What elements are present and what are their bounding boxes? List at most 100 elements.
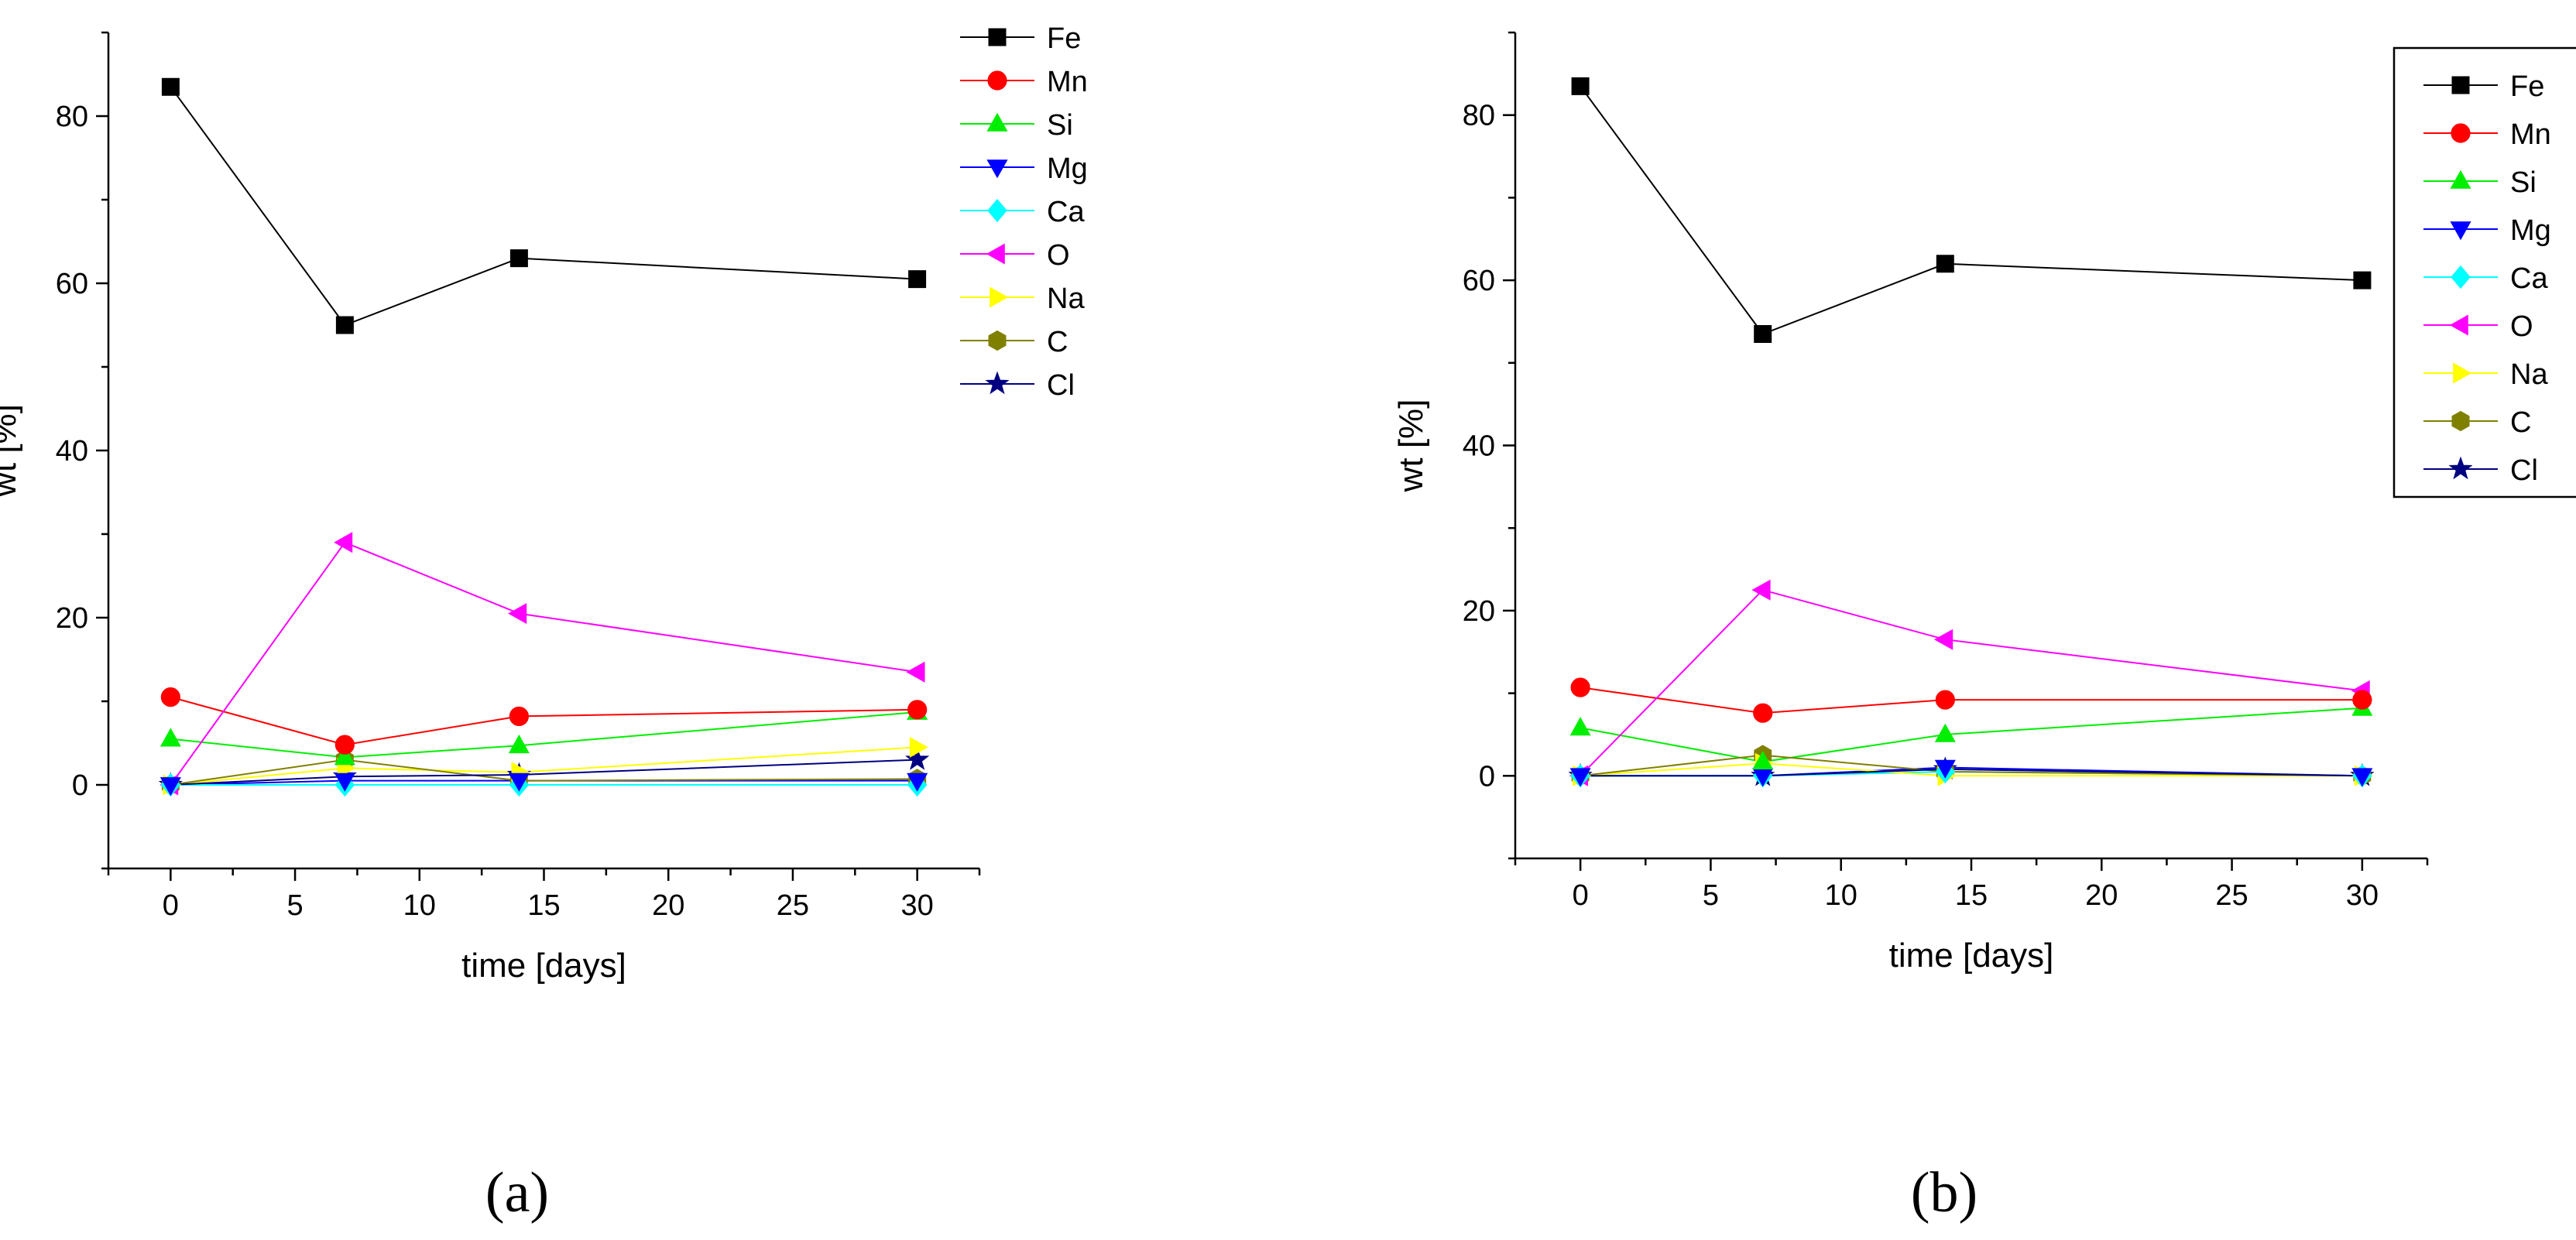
legend-label-ca: Ca: [1047, 196, 1085, 228]
series-line-c: [1580, 754, 2362, 777]
x-tick-label: 30: [901, 889, 934, 922]
legend-marker-c: [988, 330, 1007, 351]
legend-label-o: O: [2510, 310, 2533, 343]
x-tick-label: 5: [1703, 879, 1719, 912]
data-point-mn: [509, 706, 529, 727]
x-tick-label: 20: [2085, 879, 2118, 912]
legend-marker-fe: [2451, 76, 2470, 94]
series-line-mg: [170, 779, 918, 786]
data-point-fe: [509, 249, 528, 268]
series-line-fe: [1580, 85, 2362, 335]
data-point-si: [508, 734, 530, 754]
y-tick-label: 80: [56, 101, 88, 133]
series-line-fe: [170, 86, 918, 327]
data-point-fe: [161, 77, 180, 96]
y-tick-label: 20: [56, 602, 88, 635]
legend-label-fe: Fe: [2510, 70, 2544, 103]
data-point-mg: [508, 772, 530, 792]
data-point-fe: [1936, 255, 1954, 273]
data-point-na: [909, 736, 928, 758]
data-point-o: [508, 603, 527, 625]
data-point-fe: [1754, 325, 1772, 343]
x-tick-label: 10: [403, 889, 436, 922]
legend-marker-cl: [2448, 456, 2473, 480]
legend-marker-mg: [2450, 221, 2471, 241]
data-point-o: [334, 532, 353, 553]
data-point-si: [1752, 750, 1774, 769]
data-point-mn: [160, 687, 180, 707]
y-axis-label: wt [%]: [1392, 399, 1430, 493]
data-point-mn: [2352, 690, 2372, 710]
legend-label-mn: Mn: [2510, 118, 2551, 151]
series-line-c: [170, 759, 918, 786]
data-point-mg: [159, 777, 181, 796]
y-tick-label: 0: [1479, 760, 1495, 793]
legend-marker-ca: [2451, 265, 2471, 289]
data-point-fe: [1571, 77, 1590, 95]
legend-marker-na: [2453, 362, 2472, 384]
legend-label-mn: Mn: [1047, 66, 1088, 98]
legend-marker-si: [986, 112, 1008, 132]
data-point-fe: [335, 316, 354, 334]
x-tick-label: 15: [527, 889, 560, 922]
x-axis-label: time [days]: [1889, 937, 2054, 975]
data-point-mn: [334, 735, 355, 755]
chart-panel-b: 0 5 10 15 20 25 30 0 20 40 60 80 time [days] wt [%] Fe…: [1392, 31, 2576, 975]
y-tick-label: 0: [72, 769, 88, 802]
x-tick-label: 0: [1573, 879, 1589, 912]
x-tick-label: 30: [2346, 879, 2379, 912]
legend-marker-fe: [988, 28, 1007, 46]
series-line-cl: [1580, 768, 2362, 777]
legend-marker-ca: [987, 198, 1007, 223]
x-axis-label: time [days]: [461, 947, 626, 985]
y-tick-label: 40: [56, 435, 88, 468]
legend-marker-mn: [2451, 123, 2471, 143]
data-point-mg: [907, 772, 928, 792]
x-tick-label: 25: [777, 889, 809, 922]
y-tick-label: 60: [1463, 265, 1495, 297]
chart-panel-a: 0 5 10 15 20 25 30 0 20 40 60 80 time [days] wt [%] Fe…: [0, 22, 1088, 985]
legend-label-si: Si: [1047, 109, 1073, 142]
legend-label-ca: Ca: [2510, 262, 2548, 295]
legend-label-na: Na: [2510, 358, 2548, 391]
legend-marker-c: [2451, 410, 2470, 432]
data-point-o: [906, 661, 925, 683]
y-tick-label: 40: [1463, 430, 1495, 463]
y-tick-label: 80: [1463, 100, 1495, 132]
data-point-si: [159, 728, 181, 747]
data-point-si: [334, 746, 355, 766]
data-point-mg: [2351, 768, 2373, 787]
legend-marker-na: [990, 286, 1009, 308]
data-point-si: [1934, 723, 1956, 742]
x-tick-label: 20: [652, 889, 684, 922]
data-point-si: [1569, 717, 1591, 736]
legend-label-cl: Cl: [1047, 369, 1075, 402]
legend-marker-cl: [985, 371, 1010, 395]
x-tick-label: 15: [1955, 879, 1988, 912]
legend-frame: [2392, 46, 2576, 498]
data-point-mg: [1934, 759, 1956, 779]
legend-label-c: C: [1047, 326, 1068, 358]
series-line-o: [170, 541, 918, 786]
series-line-cl: [170, 759, 918, 786]
legend: Fe Mn Si Mg Ca O Na C Cl: [2392, 46, 2576, 498]
legend-label-na: Na: [1047, 283, 1085, 315]
legend-label-mg: Mg: [1047, 152, 1088, 185]
data-point-fe: [908, 270, 927, 289]
data-point-o: [1751, 579, 1771, 601]
legend-label-fe: Fe: [1047, 22, 1081, 55]
y-tick-label: 60: [56, 268, 88, 300]
data-point-fe: [2353, 271, 2372, 289]
legend-marker-o: [2449, 314, 2468, 336]
y-axis-label: wt [%]: [0, 404, 23, 498]
data-point-o: [1934, 629, 1953, 650]
data-point-cl: [905, 747, 930, 770]
x-tick-label: 25: [2215, 879, 2248, 912]
y-tick-label: 20: [1463, 595, 1495, 628]
legend-marker-mn: [987, 70, 1007, 91]
legend-label-mg: Mg: [2510, 214, 2551, 247]
panel-label-a: (a): [485, 1161, 549, 1225]
legend-label-c: C: [2510, 406, 2531, 439]
legend-marker-mg: [986, 159, 1008, 179]
